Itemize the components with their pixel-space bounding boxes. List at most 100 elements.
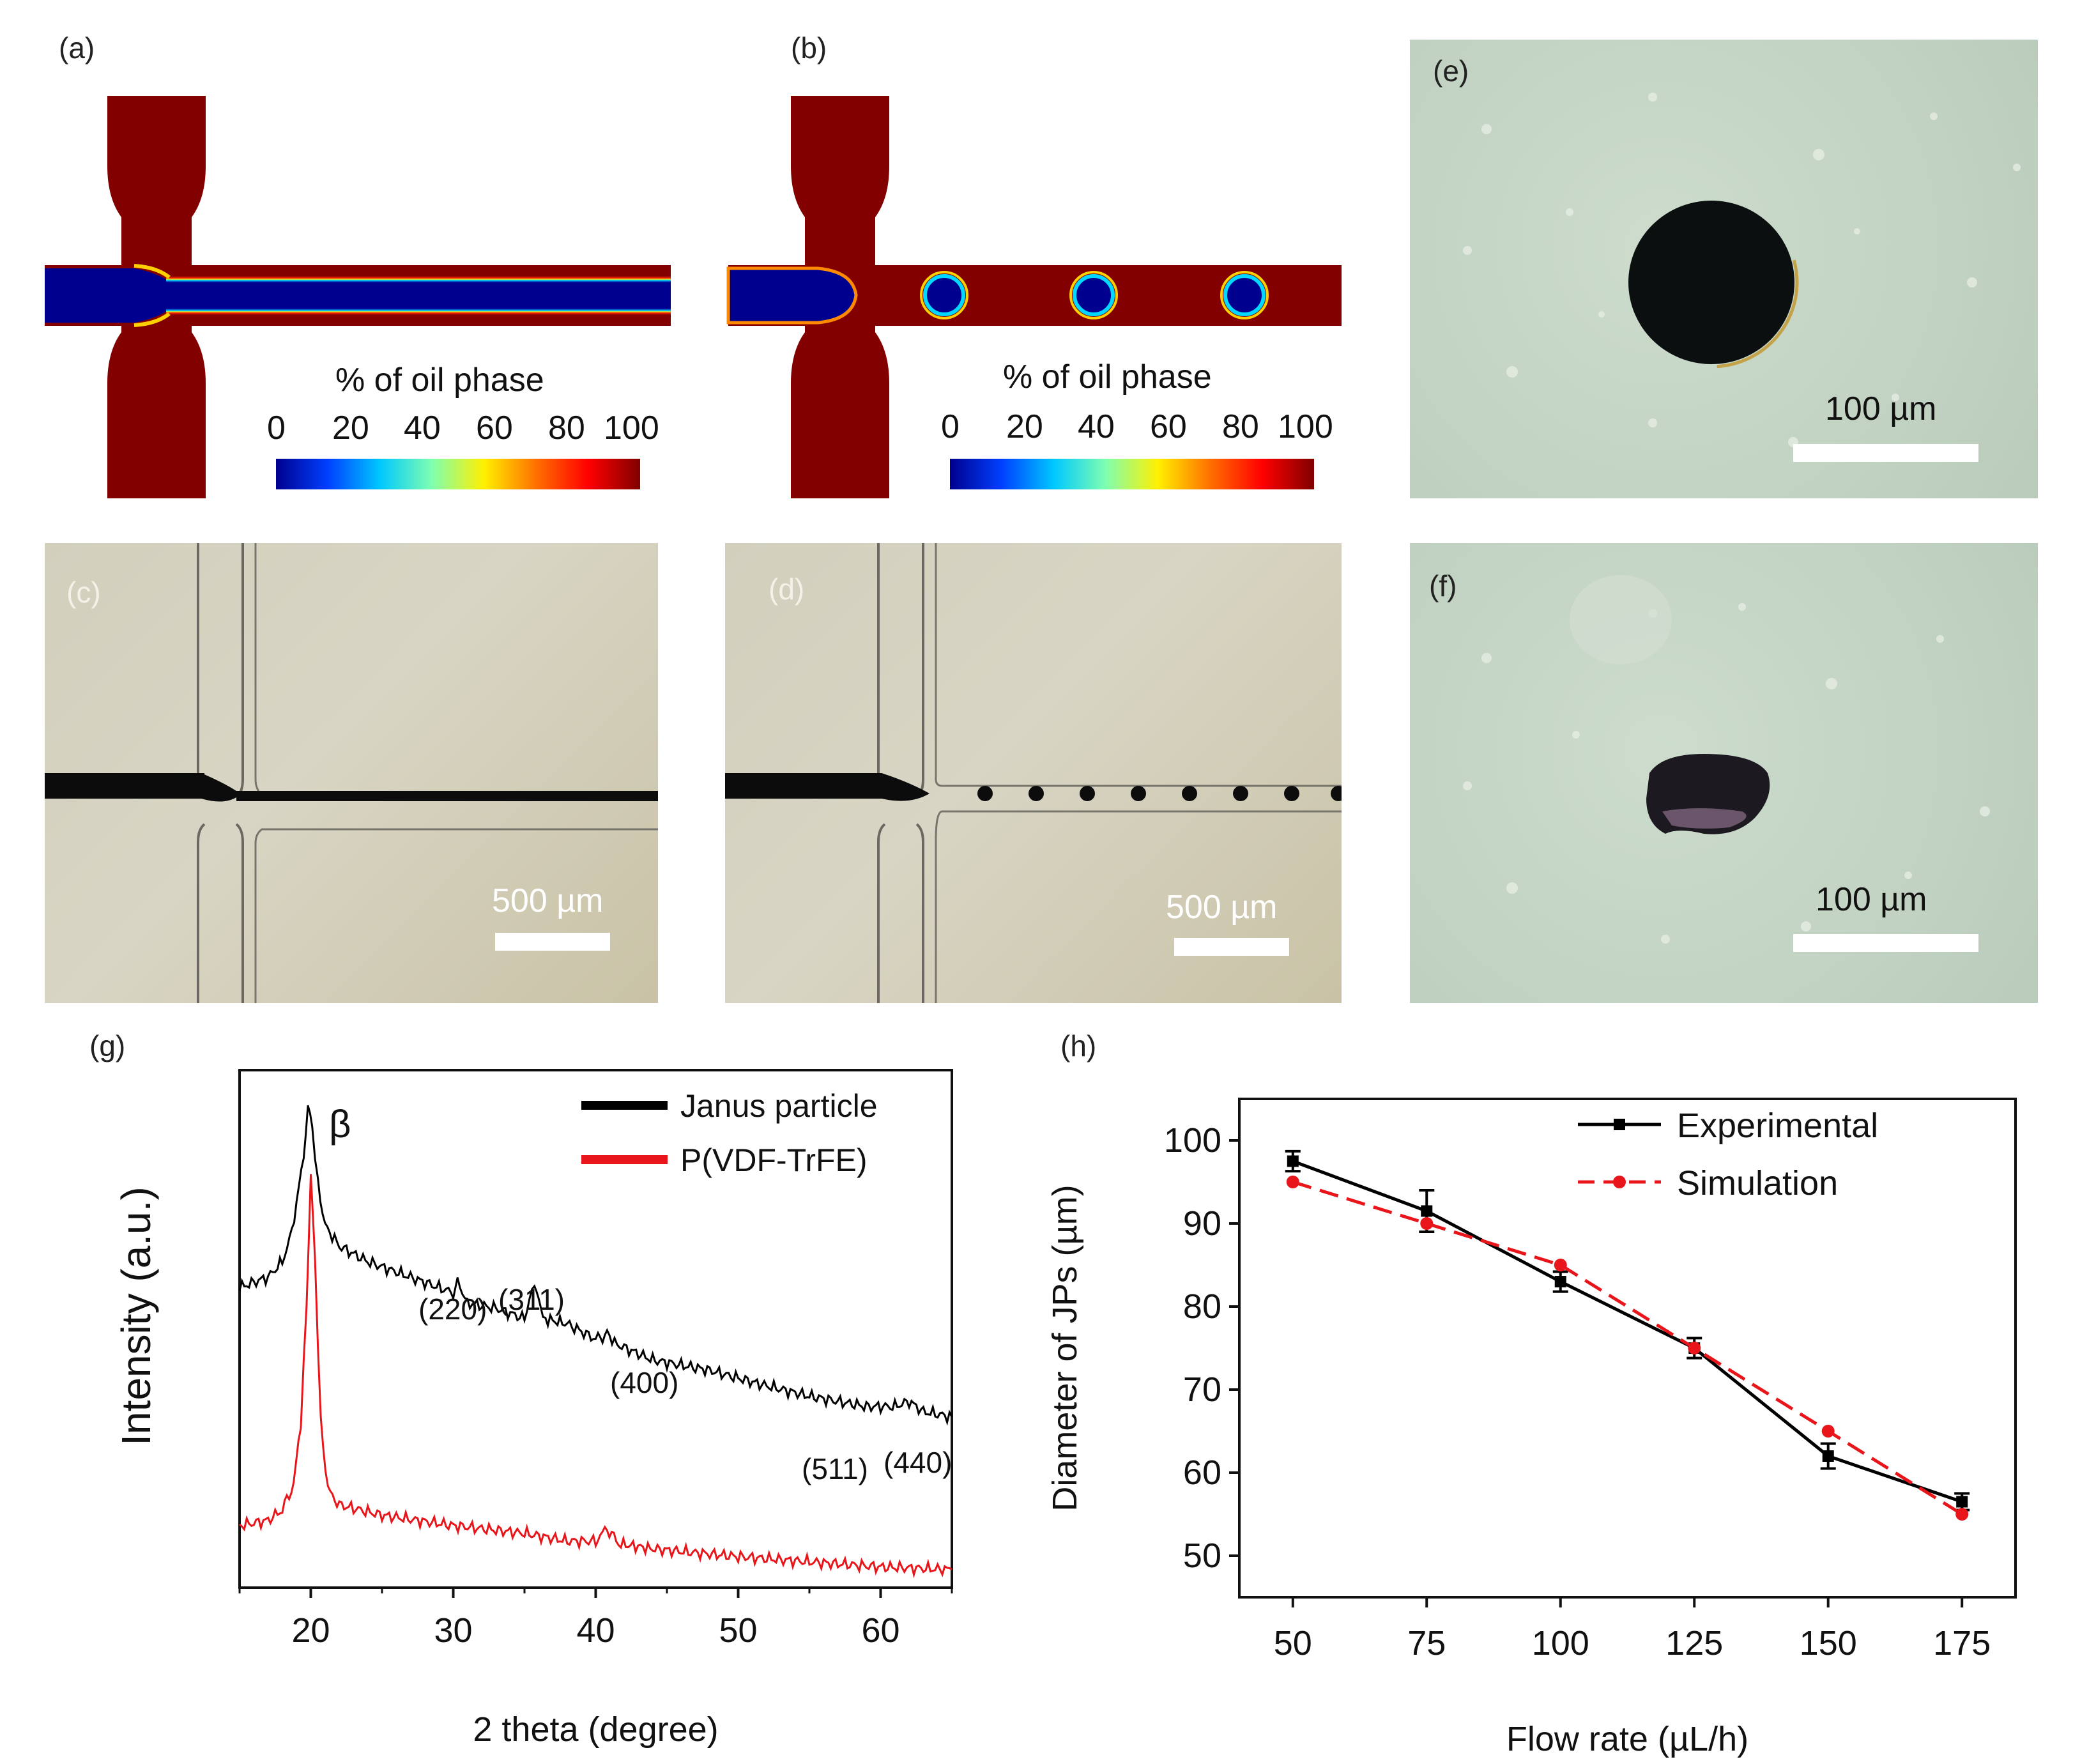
colorbar-tick: 0 [267,410,286,447]
droplet [923,274,965,316]
x-tick-label: 125 [1665,1624,1723,1662]
legend-label: Janus particle [680,1088,878,1124]
colorbar-tick: 60 [476,410,513,447]
scalebar-f [1793,934,1978,952]
data-point-square [1287,1155,1299,1167]
panel-label-c: (c) [66,576,101,609]
legend-label: P(VDF-TrFE) [680,1142,868,1178]
peak-annotation: (400) [610,1366,678,1399]
colorbar-tick: 40 [1078,408,1115,445]
simulation-coflow-figure [45,96,671,498]
scalebar-label-e: 100 µm [1825,390,1937,427]
data-point-square [1554,1276,1566,1287]
colorbar-title-b: % of oil phase [1003,358,1212,395]
droplets [920,271,1269,319]
y-tick-label: 90 [1183,1204,1221,1243]
scalebar-label-c: 500 µm [492,882,604,919]
colorbar-tick: 40 [404,410,441,447]
xrd-chart: 20 30 40 50 60 2 theta (degree) Intensity (a.u… [113,1069,953,1749]
y-axis-title: Diameter of JPs (µm) [1048,1185,1084,1511]
series-line-simulation [1292,1180,1963,1516]
data-point-circle [1420,1217,1434,1230]
colorbar-tick: 20 [1006,408,1043,445]
peak-annotation: (440) [884,1446,952,1479]
y-tick-label: 100 [1164,1121,1221,1160]
y-axis-title: Intensity (a.u.) [113,1186,159,1446]
droplet [1131,786,1146,801]
series-line-janus [238,1105,953,1426]
x-tick-label: 100 [1532,1624,1589,1662]
x-tick-label: 75 [1407,1624,1446,1662]
droplet-train [977,786,1342,801]
colorbar-b [950,459,1314,489]
y-tick-label: 70 [1183,1370,1221,1409]
scalebar-d [1174,938,1289,956]
droplet [1080,786,1095,801]
scalebar-label-f: 100 µm [1816,881,1927,918]
peak-annotation: (220) [418,1292,487,1326]
colorbar-tick: 20 [332,410,369,447]
data-point-square [1421,1205,1433,1217]
scalebar-c [495,933,610,951]
simulation-droplet-figure [726,96,1342,498]
data-point-square [1956,1496,1968,1508]
x-tick-label: 40 [576,1611,615,1650]
droplet [977,786,993,801]
colorbar-tick: 0 [941,408,960,445]
panel-label-d: (d) [769,572,805,606]
simulation-panel-b [722,89,1354,498]
micrograph-panel-c: (c) 500 µm [45,543,658,1003]
colorbar-tick: 60 [1150,408,1187,445]
panel-label-g: (g) [89,1029,126,1062]
colorbar-tick: 100 [1278,408,1333,445]
panel-label-f: (f) [1429,569,1457,602]
colorbar-title-a: % of oil phase [335,362,544,399]
series-line-pvdf [238,1174,952,1579]
x-tick-label: 60 [861,1611,899,1650]
scalebar-label-d: 500 µm [1166,889,1278,926]
peak-annotation: (311) [498,1283,565,1316]
x-tick-label: 20 [291,1611,330,1650]
legend-marker [1614,1119,1625,1130]
droplet [1331,786,1342,801]
data-point-circle [1286,1176,1299,1188]
colorbar-a [276,459,640,489]
data-point-circle [1821,1425,1835,1438]
colorbar-ticks-a: 0 20 40 60 80 100 [256,409,684,447]
optical-image-panel-f: (f) 100 µm [1410,543,2038,1003]
x-axis-title: 2 theta (degree) [473,1710,718,1749]
legend-label: Experimental [1677,1107,1878,1145]
y-tick-label: 50 [1183,1537,1221,1575]
scalebar-e [1793,444,1978,462]
droplet [1284,786,1299,801]
plot-frame [1238,1098,2017,1599]
droplet [1182,786,1197,801]
data-point-square [1822,1450,1834,1462]
colorbar-tick: 80 [1222,408,1259,445]
x-tick-label: 150 [1800,1624,1857,1662]
legend-marker [1613,1176,1626,1188]
droplet [1233,786,1248,801]
data-point-circle [1955,1508,1969,1521]
x-tick-label: 50 [719,1611,757,1650]
series-line-experimental [1292,1160,1963,1503]
panel-label-e: (e) [1433,54,1469,88]
colorbar-tick: 80 [548,410,585,447]
x-axis-title: Flow rate (µL/h) [1506,1720,1748,1758]
x-tick-label: 50 [1274,1624,1312,1662]
water-tip [726,266,858,325]
panel-label-a: (a) [59,31,95,65]
droplet [1029,786,1044,801]
janus-particle [1628,201,1794,364]
panel-label-h: (h) [1060,1029,1097,1062]
colorbar-tick: 100 [604,410,659,447]
colorbar-ticks-b: 0 20 40 60 80 100 [929,408,1358,446]
droplet [1073,274,1115,316]
diameter-vs-flow-chart: 50 75 100 125 150 175 50 60 70 80 90 100 Flow rate (… [1048,1098,2017,1758]
peak-annotation: (511) [802,1452,868,1485]
x-tick-label: 175 [1933,1624,1991,1662]
peak-annotation-beta: β [329,1103,351,1146]
data-point-circle [1688,1342,1701,1354]
droplet [1223,274,1266,316]
optical-image-panel-e: (e) 100 µm [1410,40,2038,498]
